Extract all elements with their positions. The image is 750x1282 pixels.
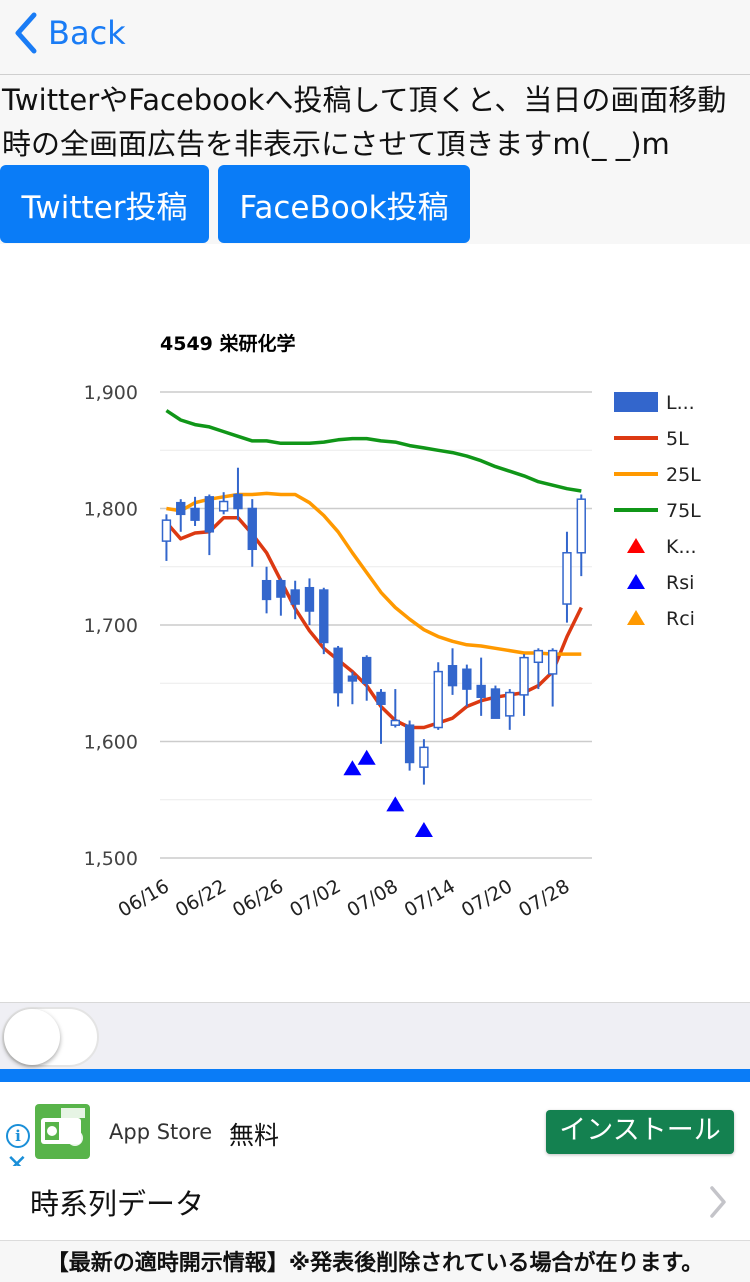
candle-body xyxy=(161,519,172,542)
candle-body xyxy=(362,656,372,684)
candle-body xyxy=(319,589,329,644)
legend-label: K... xyxy=(666,536,697,558)
candle-body xyxy=(576,498,586,554)
candle-body xyxy=(547,649,558,675)
y-tick-label: 1,800 xyxy=(84,499,138,521)
x-tick-label: 06/22 xyxy=(172,875,230,921)
candle-body xyxy=(505,691,515,717)
marker-rsi xyxy=(386,796,405,812)
toggle-knob xyxy=(4,1009,60,1065)
timeseries-data-label: 時系列データ xyxy=(30,1187,205,1221)
share-notice: TwitterやFacebookへ投稿して頂くと、当日の画面移動時の全画面広告を… xyxy=(2,83,727,161)
legend-label: Rsi xyxy=(666,572,694,594)
accent-bar xyxy=(0,1069,750,1082)
candle-body xyxy=(190,507,200,521)
candle-body xyxy=(218,500,229,512)
candle-body xyxy=(404,724,415,764)
navigation-bar: Back xyxy=(0,0,750,75)
chart-title: 4549 栄研化学 xyxy=(160,332,296,355)
app-store-label: App Store xyxy=(109,1120,213,1144)
series-line-5L xyxy=(165,516,583,730)
y-tick-label: 1,500 xyxy=(84,848,138,870)
back-button[interactable]: Back xyxy=(10,10,126,56)
price-label: 無料 xyxy=(229,1121,280,1150)
facebook-post-button[interactable]: FaceBook投稿 xyxy=(218,165,470,243)
back-label: Back xyxy=(48,14,126,52)
y-tick-label: 1,600 xyxy=(84,732,138,754)
legend-swatch-triangle xyxy=(627,574,645,589)
candle-body xyxy=(247,507,257,551)
marker-rsi xyxy=(357,749,376,765)
legend-swatch-box xyxy=(614,392,658,412)
marker-rsi xyxy=(343,760,362,776)
candle-body xyxy=(290,589,300,605)
legend-swatch-triangle xyxy=(627,538,645,553)
x-tick-label: 07/02 xyxy=(286,875,344,921)
toggle-row xyxy=(0,1003,750,1069)
candle-body xyxy=(376,691,386,705)
candle-body xyxy=(204,496,215,533)
legend-label: 75L xyxy=(666,500,701,522)
candle-body xyxy=(233,493,243,510)
candle-body xyxy=(419,746,429,768)
install-button[interactable]: インストール xyxy=(546,1110,734,1154)
x-tick-label: 07/20 xyxy=(458,875,516,921)
stock-chart: 4549 栄研化学1,9001,8001,7001,6001,50006/160… xyxy=(84,332,702,922)
candle-body xyxy=(390,719,400,726)
candle-body xyxy=(304,586,315,612)
candle-body xyxy=(276,579,286,598)
timeseries-data-row[interactable]: 時系列データ xyxy=(0,1166,750,1241)
candle-body xyxy=(433,670,443,729)
candle-body xyxy=(347,675,358,682)
legend-label: 25L xyxy=(666,464,701,486)
candle-body xyxy=(447,665,458,687)
chevron-right-icon xyxy=(710,1186,726,1218)
app-icon[interactable] xyxy=(35,1104,90,1159)
chevron-left-icon xyxy=(15,12,37,54)
y-tick-label: 1,900 xyxy=(84,382,138,404)
x-tick-label: 07/08 xyxy=(343,875,401,921)
stock-chart-panel: 4549 栄研化学 1,900 1,800 1,700 1,600 1,500 06/16 0… xyxy=(0,244,750,1003)
candle-body xyxy=(462,668,472,690)
ad-toggle-switch[interactable] xyxy=(2,1007,99,1067)
candle-body xyxy=(490,688,501,719)
x-tick-label: 06/26 xyxy=(229,875,287,921)
candle-body xyxy=(519,656,529,696)
legend-swatch-triangle xyxy=(627,610,645,625)
marker-rsi xyxy=(414,822,433,838)
x-tick-label: 07/14 xyxy=(401,875,459,921)
ad-info-icon[interactable]: i xyxy=(6,1124,30,1148)
y-tick-label: 1,700 xyxy=(84,615,138,637)
legend-label: 5L xyxy=(666,428,689,450)
x-tick-label: 06/16 xyxy=(115,875,173,921)
disclosure-note: 【最新の適時開示情報】※発表後削除されている場合が在ります。 xyxy=(46,1251,704,1276)
twitter-post-button[interactable]: Twitter投稿 xyxy=(0,165,209,243)
candle-body xyxy=(176,501,186,516)
candle-body xyxy=(562,552,572,605)
candle-body xyxy=(333,647,343,694)
candle-body xyxy=(261,579,272,601)
x-tick-label: 07/28 xyxy=(515,875,573,921)
candle-body xyxy=(533,649,544,664)
legend-label: L... xyxy=(666,392,695,414)
candle-body xyxy=(476,684,486,698)
legend-label: Rci xyxy=(666,608,695,630)
series-line-75L xyxy=(165,409,582,493)
